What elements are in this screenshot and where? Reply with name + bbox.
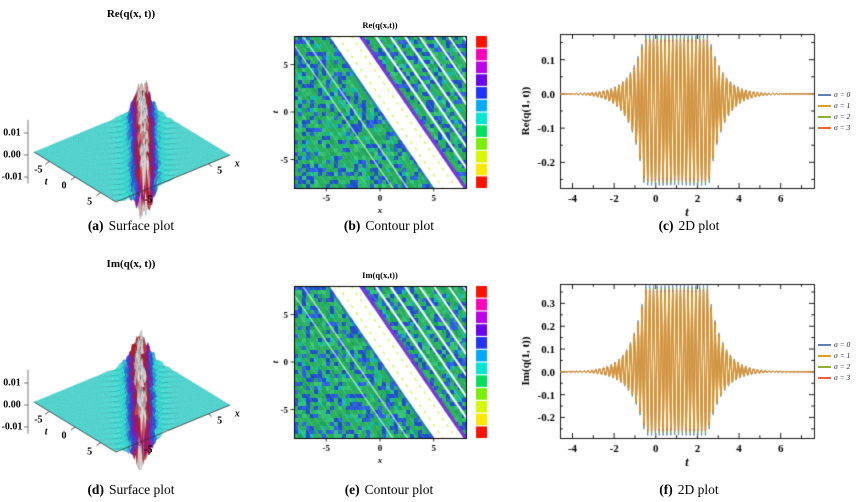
legend-label: σ = 1 xyxy=(834,351,851,360)
legend-item: σ = 1 xyxy=(818,350,850,361)
x-tick-label: 5 xyxy=(217,165,223,177)
panel-caption: (d) Surface plot xyxy=(2,482,260,498)
legend: σ = 0 σ = 1 σ = 2 σ = 3 xyxy=(818,89,850,133)
legend-item: σ = 1 xyxy=(818,100,850,111)
caption-text: 2D plot xyxy=(678,218,720,233)
t-tick-label: 0 xyxy=(61,430,67,442)
caption-text: 2D plot xyxy=(677,482,719,497)
legend-line-swatch xyxy=(818,115,831,118)
legend-item: σ = 0 xyxy=(818,89,850,100)
surface-plot-im-canvas xyxy=(6,274,256,470)
t-axis-label: t xyxy=(44,176,48,188)
caption-label: (b) xyxy=(343,218,361,233)
t-tick-label: 5 xyxy=(87,446,93,458)
panel-f-2d-im: σ = 0 σ = 1 σ = 2 σ = 3 (f) 2D plot xyxy=(516,252,862,498)
panel-d-surface-im: Im(q(x, t)) (d) Surface plot 0.01 0.00 -0.0… xyxy=(2,252,260,498)
t-tick-label: 0 xyxy=(61,180,67,192)
z-tick-label: 0.01 xyxy=(3,127,21,139)
line-plot-im-canvas xyxy=(516,270,832,468)
legend-label: σ = 1 xyxy=(834,101,851,110)
plot-title: Im(q(x,t)) xyxy=(362,270,398,280)
contour-plot-im-canvas xyxy=(270,284,506,464)
legend-item: σ = 3 xyxy=(818,372,850,383)
surface-plot-re-canvas xyxy=(6,24,256,220)
legend-item: σ = 3 xyxy=(818,122,850,133)
legend-label: σ = 0 xyxy=(834,340,851,349)
panel-caption: (f) 2D plot xyxy=(516,482,862,498)
t-tick-label: -5 xyxy=(34,164,43,176)
legend-line-swatch xyxy=(818,365,831,368)
plot-title: Im(q(x, t)) xyxy=(106,258,156,270)
legend-item: σ = 2 xyxy=(818,361,850,372)
caption-label: (e) xyxy=(344,482,360,497)
panel-a-surface-re: Re(q(x, t)) (a) Surface plot 0.01 0.00 -0.0… xyxy=(2,2,260,234)
panel-caption: (e) Contour plot xyxy=(266,482,512,498)
contour-plot-re-canvas xyxy=(270,34,506,214)
plot-title: Re(q(x, t)) xyxy=(106,8,156,20)
x-tick-label: -5 xyxy=(144,194,153,206)
x-axis-label: x xyxy=(234,158,240,170)
legend-label: σ = 3 xyxy=(834,373,851,382)
legend-label: σ = 3 xyxy=(834,123,851,132)
caption-text: Contour plot xyxy=(364,482,434,497)
legend-line-swatch xyxy=(818,343,831,346)
legend-label: σ = 2 xyxy=(834,362,851,371)
legend-line-swatch xyxy=(818,354,831,357)
panel-caption: (b) Contour plot xyxy=(266,218,512,234)
legend-label: σ = 2 xyxy=(834,112,851,121)
legend-item: σ = 2 xyxy=(818,111,850,122)
legend-line-swatch xyxy=(818,104,831,107)
t-tick-label: 5 xyxy=(87,196,93,208)
legend-line-swatch xyxy=(818,93,831,96)
caption-text: Surface plot xyxy=(108,218,175,233)
legend-item: σ = 0 xyxy=(818,339,850,350)
z-tick-label: 0.01 xyxy=(3,377,21,389)
x-tick-label: 5 xyxy=(217,415,223,427)
panel-c-2d-re: σ = 0 σ = 1 σ = 2 σ = 3 (c) 2D plot xyxy=(516,2,862,234)
panel-caption: (a) Surface plot xyxy=(2,218,260,234)
caption-text: Contour plot xyxy=(365,218,435,233)
caption-text: Surface plot xyxy=(108,482,175,497)
panel-caption: (c) 2D plot xyxy=(516,218,862,234)
legend: σ = 0 σ = 1 σ = 2 σ = 3 xyxy=(818,339,850,383)
x-tick-label: -5 xyxy=(144,444,153,456)
caption-label: (a) xyxy=(87,218,104,233)
plot-title: Re(q(x,t)) xyxy=(362,20,398,30)
panel-b-contour-re: Re(q(x,t)) (b) Contour plot xyxy=(266,2,512,234)
z-tick-label: -0.01 xyxy=(1,421,23,433)
t-axis-label: t xyxy=(44,426,48,438)
x-axis-label: x xyxy=(234,408,240,420)
line-plot-re-canvas xyxy=(516,20,832,218)
z-tick-label: 0.00 xyxy=(3,149,21,161)
caption-label: (d) xyxy=(87,482,104,497)
panel-e-contour-im: Im(q(x,t)) (e) Contour plot xyxy=(266,252,512,498)
caption-label: (c) xyxy=(658,218,674,233)
legend-line-swatch xyxy=(818,376,831,379)
z-tick-label: 0.00 xyxy=(3,399,21,411)
legend-line-swatch xyxy=(818,126,831,129)
caption-label: (f) xyxy=(659,482,673,497)
legend-label: σ = 0 xyxy=(834,90,851,99)
t-tick-label: -5 xyxy=(34,414,43,426)
z-tick-label: -0.01 xyxy=(1,171,23,183)
